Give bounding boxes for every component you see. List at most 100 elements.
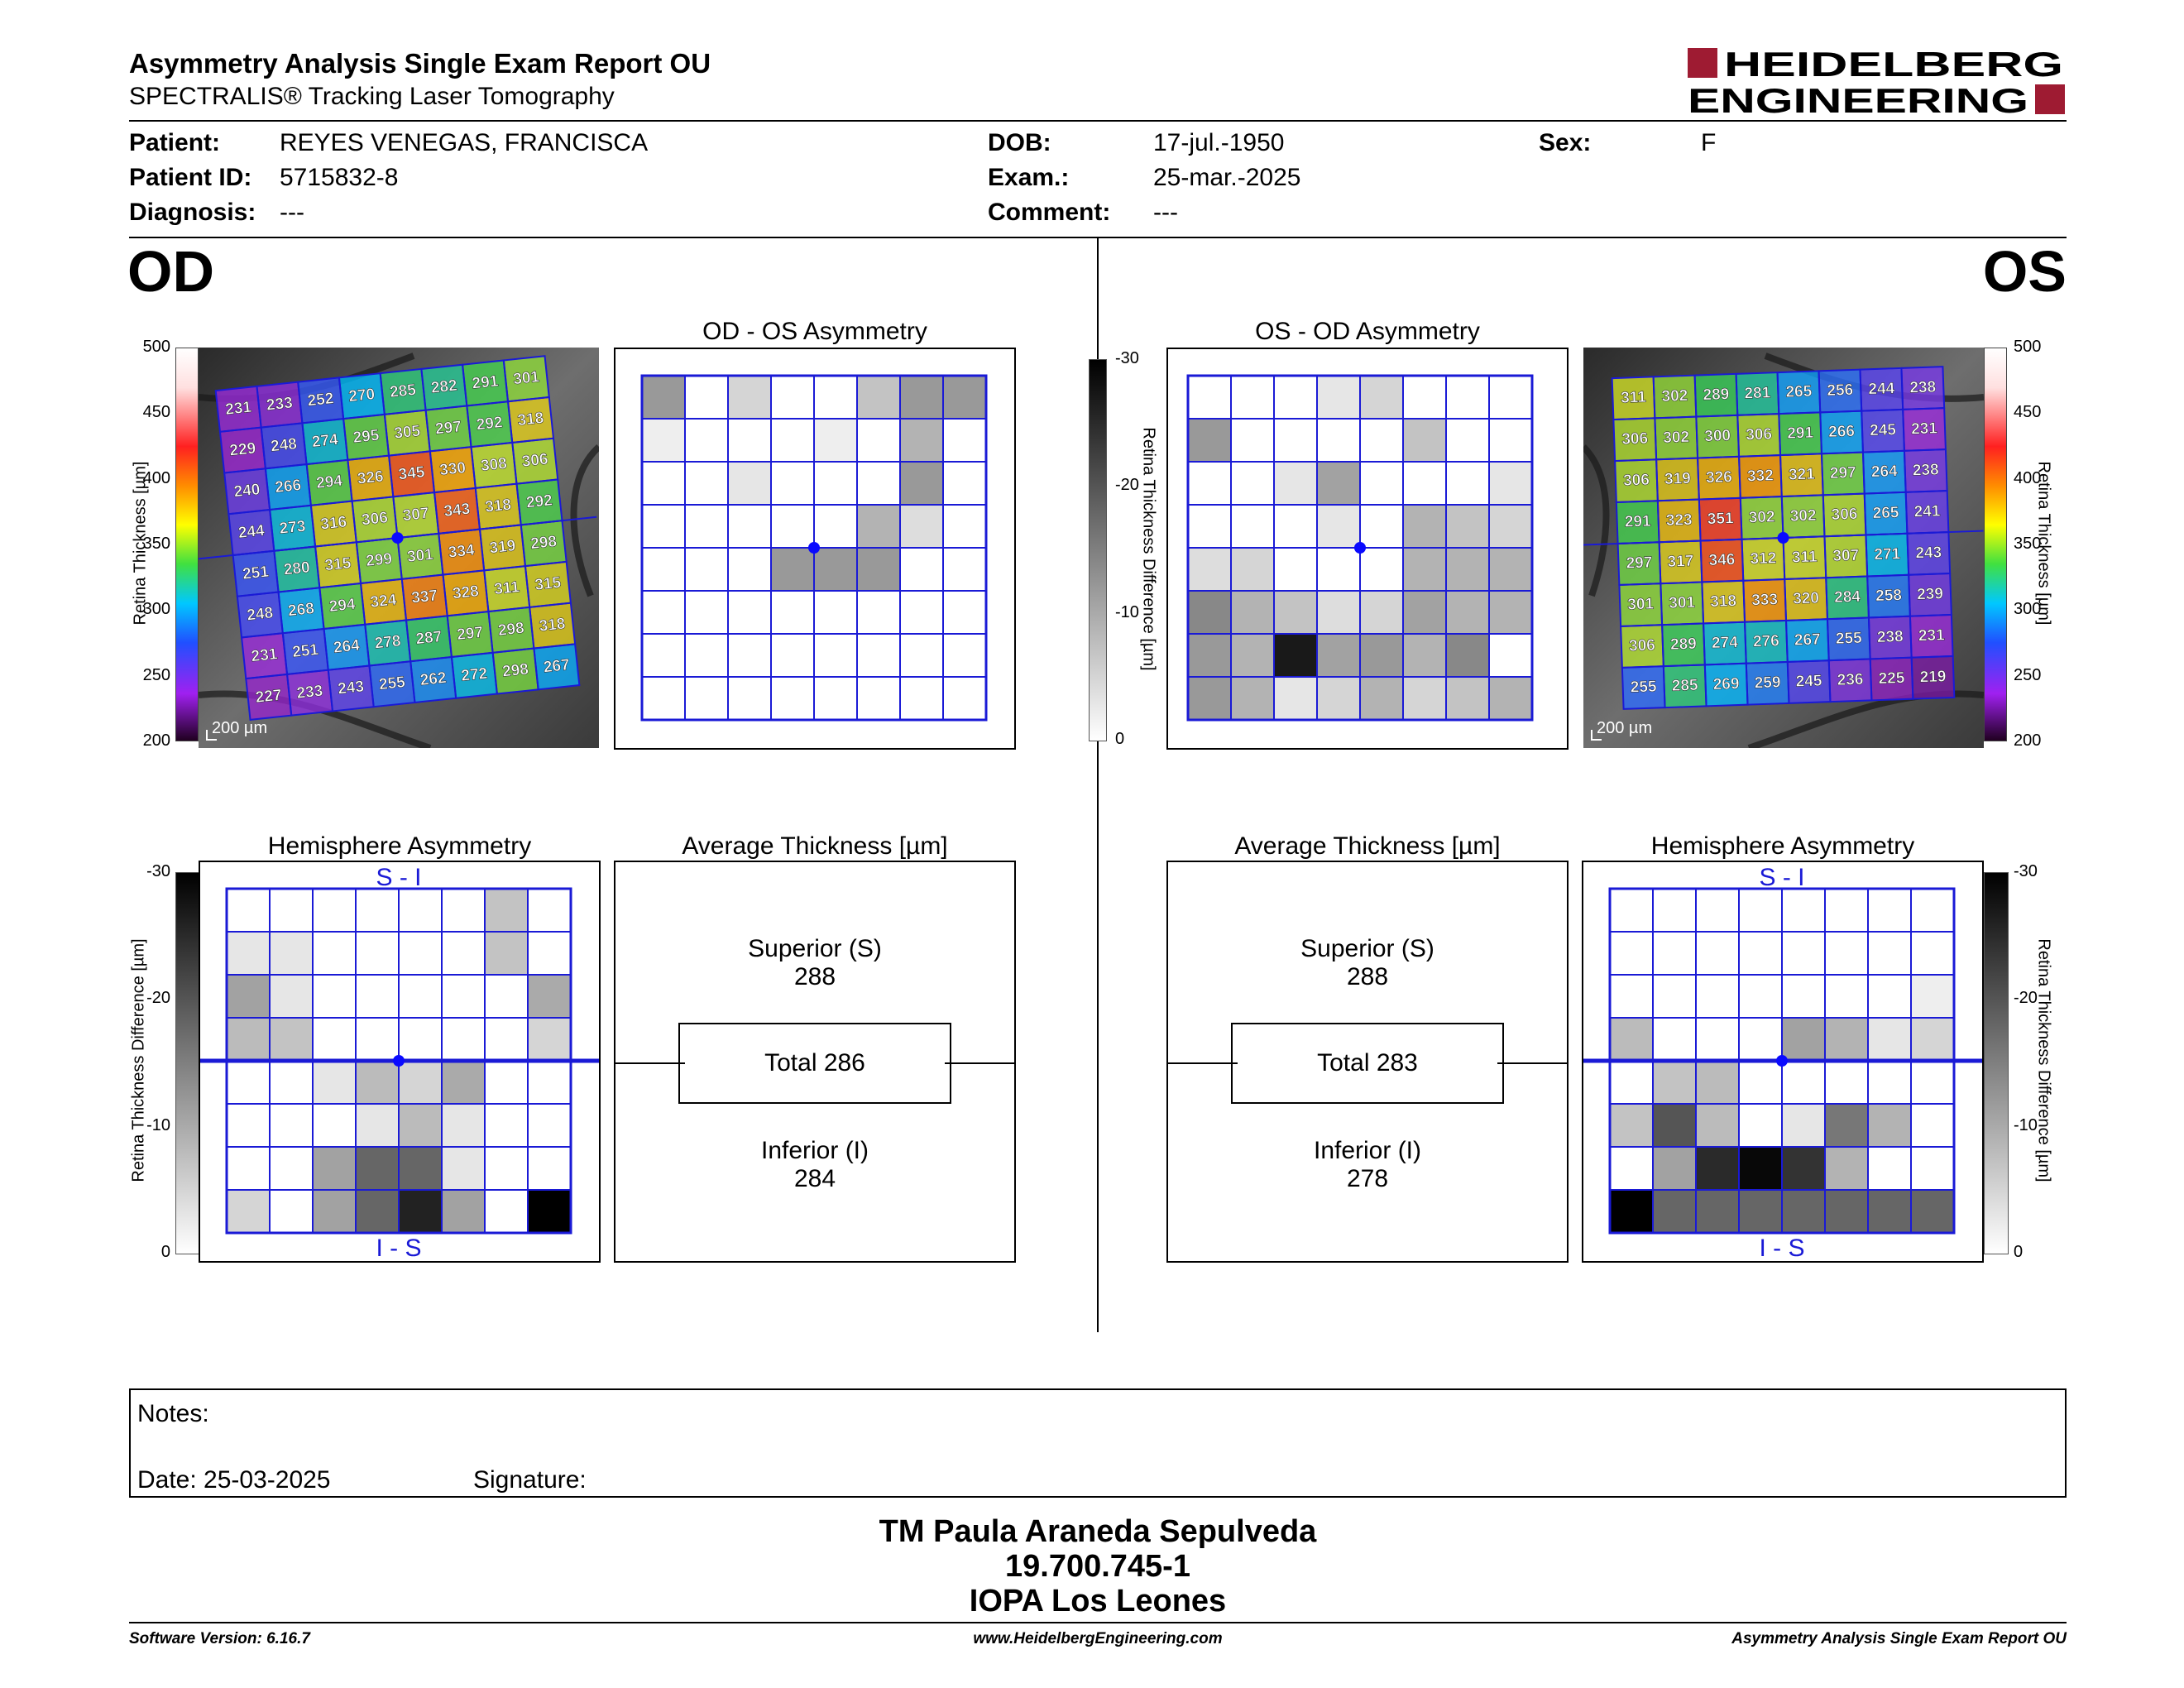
notes-signature: Signature: — [473, 1466, 587, 1494]
asymmetry-cell — [942, 590, 987, 635]
asymmetry-cell — [355, 888, 400, 933]
asymmetry-cell — [1359, 547, 1404, 592]
asymmetry-cell — [355, 1146, 400, 1191]
scale-bar-label: 200 µm — [1597, 719, 1652, 737]
thickness-value: 292 — [525, 492, 553, 511]
thickness-value: 311 — [493, 578, 520, 598]
asymmetry-cell — [355, 931, 400, 976]
thickness-value: 330 — [438, 459, 467, 479]
diagnosis-value: --- — [280, 199, 304, 226]
thickness-value: 323 — [1665, 511, 1692, 530]
asymmetry-cell — [1910, 1103, 1955, 1148]
asymmetry-cell — [641, 633, 686, 678]
os-superior-label: Superior (S) — [1300, 935, 1434, 962]
os-hemisphere-panel: S - I I - S — [1582, 861, 1984, 1263]
asymmetry-cell — [1488, 375, 1533, 420]
asymmetry-cell — [684, 461, 729, 506]
exam-label: Exam.: — [988, 164, 1070, 191]
thickness-value: 245 — [1870, 421, 1897, 439]
asymmetry-cell — [1273, 418, 1318, 463]
hemisphere-label-s-i: S - I — [1759, 864, 1804, 891]
asymmetry-cell — [527, 931, 572, 976]
fovea-marker — [808, 542, 820, 554]
asymmetry-cell — [1867, 1060, 1912, 1105]
asymmetry-cell — [684, 504, 729, 549]
website-link[interactable]: www.HeidelbergEngineering.com — [973, 1630, 1223, 1647]
asymmetry-cell — [312, 1017, 357, 1062]
asymmetry-cell — [226, 1017, 271, 1062]
thickness-value: 231 — [1911, 420, 1938, 438]
os-hemisphere-title: Hemisphere Asymmetry — [1650, 832, 1915, 860]
asymmetry-cell — [1230, 547, 1275, 592]
asymmetry-cell — [398, 1060, 443, 1105]
scale-tick-label: 350 — [142, 535, 170, 553]
thickness-value: 315 — [534, 574, 563, 594]
asymmetry-cell — [1359, 633, 1404, 678]
scale-tick-label: -30 — [2014, 862, 2038, 880]
difference-scale-ticks-center: -30 -20 -10 0 — [1112, 349, 1161, 748]
asymmetry-cell — [899, 418, 944, 463]
thickness-value: 291 — [472, 372, 500, 392]
thickness-value: 297 — [456, 624, 484, 644]
os-od-asymmetry-panel — [1166, 348, 1569, 750]
asymmetry-cell — [1488, 504, 1533, 549]
thickness-value: 271 — [1874, 545, 1901, 563]
asymmetry-cell — [1910, 931, 1955, 976]
asymmetry-cell — [1781, 931, 1826, 976]
asymmetry-cell — [441, 1146, 486, 1191]
os-average-title: Average Thickness [µm] — [1234, 832, 1501, 860]
thickness-value: 266 — [274, 477, 302, 496]
asymmetry-cell — [1867, 1146, 1912, 1191]
asymmetry-cell — [1316, 375, 1361, 420]
thickness-value: 282 — [430, 377, 458, 397]
thickness-value: 318 — [484, 496, 512, 516]
asymmetry-cell — [1230, 461, 1275, 506]
thickness-value: 268 — [287, 600, 315, 620]
thickness-value: 297 — [434, 418, 462, 438]
difference-scale-center — [1089, 359, 1107, 741]
asymmetry-cell — [641, 418, 686, 463]
asymmetry-cell — [1609, 1103, 1654, 1148]
asymmetry-cell — [1824, 1017, 1869, 1062]
od-os-asymmetry-title: OD - OS Asymmetry — [702, 318, 927, 345]
thickness-value: 244 — [237, 522, 266, 542]
asymmetry-cell — [355, 1189, 400, 1234]
thickness-value: 326 — [357, 468, 385, 488]
asymmetry-cell — [398, 1189, 443, 1234]
asymmetry-cell — [727, 418, 772, 463]
asymmetry-cell — [899, 461, 944, 506]
thickness-value: 267 — [543, 656, 571, 676]
asymmetry-cell — [770, 504, 815, 549]
asymmetry-cell — [1695, 1103, 1740, 1148]
center-divider — [1097, 238, 1099, 1332]
thickness-value: 231 — [1918, 626, 1946, 645]
scale-tick-label: 250 — [142, 665, 170, 684]
software-version: Software Version: 6.16.7 — [129, 1630, 310, 1647]
asymmetry-cell — [770, 676, 815, 721]
asymmetry-cell — [1359, 590, 1404, 635]
scale-tick-label: 450 — [2014, 403, 2042, 422]
asymmetry-cell — [441, 1017, 486, 1062]
asymmetry-cell — [1652, 1017, 1697, 1062]
scale-tick-label: -10 — [1115, 602, 1139, 621]
asymmetry-cell — [1402, 633, 1447, 678]
thickness-value: 284 — [1834, 588, 1861, 607]
asymmetry-cell — [727, 504, 772, 549]
thickness-value: 233 — [296, 683, 324, 703]
scale-tick-label: 0 — [160, 1243, 170, 1261]
asymmetry-cell — [1781, 1146, 1826, 1191]
asymmetry-cell — [899, 633, 944, 678]
asymmetry-cell — [856, 590, 901, 635]
asymmetry-cell — [1488, 547, 1533, 592]
asymmetry-cell — [1445, 590, 1490, 635]
asymmetry-cell — [269, 1060, 314, 1105]
scale-tick-label: 200 — [142, 731, 170, 750]
thickness-value: 280 — [283, 559, 311, 578]
thickness-value: 319 — [1664, 470, 1691, 488]
asymmetry-cell — [1824, 974, 1869, 1019]
asymmetry-cell — [1187, 547, 1232, 592]
asymmetry-cell — [813, 676, 858, 721]
thickness-value: 301 — [512, 368, 540, 388]
asymmetry-cell — [1445, 461, 1490, 506]
dob-label: DOB: — [988, 129, 1051, 156]
